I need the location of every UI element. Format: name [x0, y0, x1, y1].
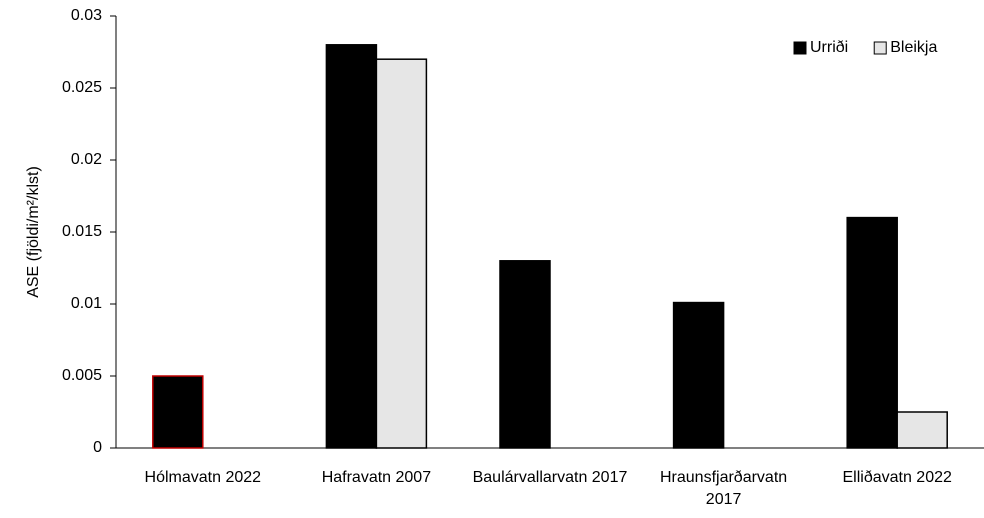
x-tick-label: Hólmavatn 2022 [145, 469, 262, 486]
y-axis-label: ASE (fjöldi/m²/klst) [25, 166, 42, 298]
x-tick-label: Hraunsfjarðarvatn 2017 [660, 469, 787, 508]
legend-label: Urriði [810, 39, 848, 56]
bar [152, 375, 204, 449]
x-tick-label: Elliðavatn 2022 [842, 469, 952, 486]
y-tick-label: 0.01 [71, 295, 102, 312]
bar [325, 44, 378, 449]
legend-label: Bleikja [890, 39, 937, 56]
bar [896, 411, 948, 449]
y-tick-label: 0.03 [71, 7, 102, 24]
y-tick-label: 0.02 [71, 151, 102, 168]
legend-swatch [793, 41, 807, 55]
y-tick-label: 0.015 [62, 223, 102, 240]
x-tick-label: Hafravatn 2007 [322, 469, 432, 486]
y-tick-label: 0.025 [62, 79, 102, 96]
bar [499, 260, 551, 449]
y-tick-label: 0.005 [62, 367, 102, 384]
bar [375, 58, 428, 449]
x-tick-label: Baulárvallarvatn 2017 [473, 469, 628, 486]
bar [672, 301, 725, 449]
y-tick-label: 0 [93, 439, 102, 456]
bar [846, 216, 898, 449]
legend-swatch [873, 41, 887, 55]
